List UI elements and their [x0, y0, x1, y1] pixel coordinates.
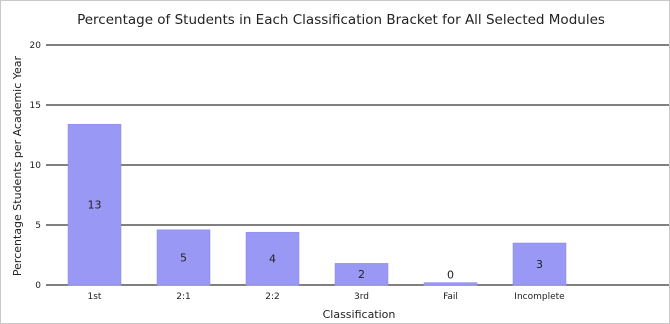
data-label-2-2: 4 — [269, 253, 276, 266]
bar-3rd — [334, 263, 389, 286]
bar-2-1 — [156, 229, 211, 286]
grid-lines — [46, 44, 669, 286]
bar-1st — [67, 123, 122, 286]
y-tick-label-10: 10 — [30, 161, 42, 171]
y-tick-label-5: 5 — [35, 221, 41, 231]
data-label-3rd: 2 — [358, 268, 365, 281]
data-label-fail: 0 — [447, 269, 454, 282]
bars-group — [67, 123, 567, 286]
data-label-2-1: 5 — [180, 251, 187, 264]
x-tick-label-2-2: 2:2 — [265, 292, 279, 302]
y-tick-label-20: 20 — [30, 41, 42, 51]
y-tick-label-15: 15 — [30, 101, 41, 111]
y-tick-labels: 0 5 10 15 20 — [30, 41, 42, 291]
data-labels-group: 13 5 4 2 0 3 — [88, 199, 544, 282]
data-label-1st: 13 — [88, 199, 102, 212]
bar-2-2 — [245, 231, 300, 286]
data-label-incomplete: 3 — [536, 258, 543, 271]
x-tick-label-3rd: 3rd — [354, 292, 369, 302]
y-axis-title: Percentage Students per Academic Year — [11, 55, 24, 276]
bar-incomplete — [512, 242, 567, 286]
x-tick-labels: 1st 2:1 2:2 3rd Fail Incomplete — [88, 292, 566, 302]
x-tick-label-1st: 1st — [88, 292, 102, 302]
bar-fail — [423, 282, 478, 286]
x-tick-label-incomplete: Incomplete — [514, 292, 565, 302]
y-tick-label-0: 0 — [35, 281, 41, 291]
x-tick-label-2-1: 2:1 — [176, 292, 190, 302]
x-axis-title: Classification — [323, 308, 396, 321]
chart-title: Percentage of Students in Each Classific… — [77, 12, 605, 28]
x-tick-label-fail: Fail — [443, 292, 458, 302]
